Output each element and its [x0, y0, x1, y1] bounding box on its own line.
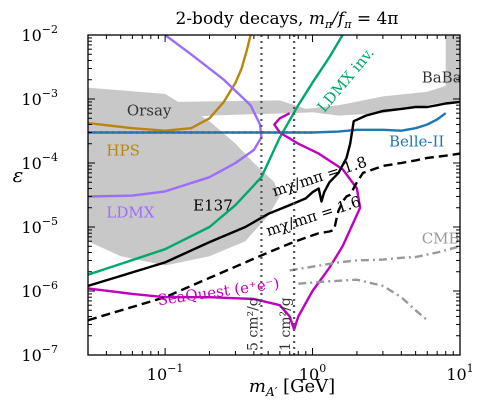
y-tick-label: 10−7	[21, 343, 58, 365]
annotation-seaquest-e-e: SeaQuest (e⁺e⁻)	[156, 274, 280, 309]
y-tick-label: 10−6	[21, 279, 58, 301]
series-line-cmb-lower	[298, 278, 429, 322]
y-tick-label: 10−5	[21, 215, 58, 237]
series-lines: 5 cm²/g 1 cm²/g	[88, 35, 460, 355]
series-line-belle-ii	[88, 112, 447, 134]
annotation-ldmx: LDMX	[106, 204, 154, 222]
axis-ticks: 10−1 100 101 10−7 10−6 10−5 10−4 10−3 10−2	[21, 23, 473, 384]
annotation-e137: E137	[193, 197, 233, 215]
x-tick-label: 100	[299, 362, 326, 384]
x-axis-label: mA′ [GeV]	[249, 376, 335, 399]
y-axis-label: ε	[13, 163, 24, 187]
x-tick-label: 101	[446, 362, 473, 384]
vline-label-5-cm-g: 5 cm²/g	[245, 297, 261, 351]
series-line-m-m-1-6	[88, 152, 460, 322]
series-line-cmb	[289, 245, 460, 272]
annotation-hps: HPS	[106, 142, 139, 160]
chart-title: 2-body decays, mπ/fπ = 4π	[176, 9, 399, 31]
y-tick-label: 10−3	[21, 87, 58, 109]
y-tick-label: 10−4	[21, 151, 58, 173]
annotation-belle-ii: Belle-II	[389, 133, 444, 151]
annotation-cmb: CMB	[422, 230, 460, 248]
plot-frame	[87, 34, 461, 356]
series-line-hps	[88, 35, 252, 132]
annotation-orsay: Orsay	[127, 102, 172, 120]
series-line-ldmx	[88, 35, 263, 198]
y-tick-label: 10−2	[21, 23, 58, 45]
series-line-seaquest-e-e	[88, 112, 362, 331]
x-tick-label: 10−1	[147, 362, 184, 384]
series-line-ldmx-inv	[88, 35, 344, 276]
series-line-m-m-1-8	[88, 100, 460, 288]
annotation-babar: BaBar	[422, 69, 470, 87]
vline-label-1-cm-g: 1 cm²/g	[278, 297, 294, 351]
region-babar-lep	[88, 35, 460, 119]
